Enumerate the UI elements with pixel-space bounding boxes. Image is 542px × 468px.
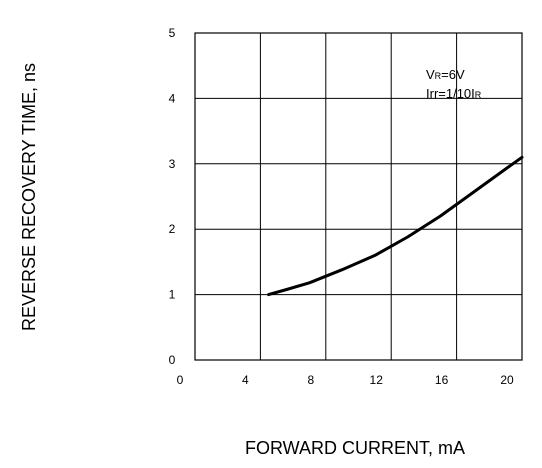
annotation-irr: Irr=1/10IR xyxy=(426,86,482,101)
x-tick-label: 0 xyxy=(177,373,184,387)
annotation-vr-rest: =6V xyxy=(441,67,465,82)
annotation-vr-main: V xyxy=(426,67,435,82)
annotation-irr-main: Irr=1/10I xyxy=(426,86,475,101)
y-tick-label: 2 xyxy=(169,222,176,236)
annotation-vr-sub: R xyxy=(435,71,442,81)
x-axis-title: FORWARD CURRENT, mA xyxy=(245,438,465,458)
y-axis-title: REVERSE RECOVERY TIME, ns xyxy=(19,63,39,331)
x-tick-label: 20 xyxy=(500,373,514,387)
plot-frame xyxy=(194,32,523,361)
x-tick-labels: 0 4 8 12 16 20 xyxy=(177,373,514,387)
y-tick-label: 0 xyxy=(169,353,176,367)
annotation-vr: VR=6V xyxy=(426,67,465,82)
y-tick-label: 3 xyxy=(169,157,176,171)
x-tick-label: 4 xyxy=(242,373,249,387)
grid xyxy=(194,32,523,361)
y-tick-labels: 0 1 2 3 4 5 xyxy=(169,26,176,367)
series-line xyxy=(267,155,524,297)
x-tick-label: 8 xyxy=(307,373,314,387)
x-tick-label: 12 xyxy=(370,373,384,387)
y-tick-label: 5 xyxy=(169,26,176,40)
y-tick-label: 1 xyxy=(169,288,176,302)
y-tick-label: 4 xyxy=(169,91,176,105)
annotation-irr-sub: R xyxy=(475,90,482,100)
x-tick-label: 16 xyxy=(435,373,449,387)
